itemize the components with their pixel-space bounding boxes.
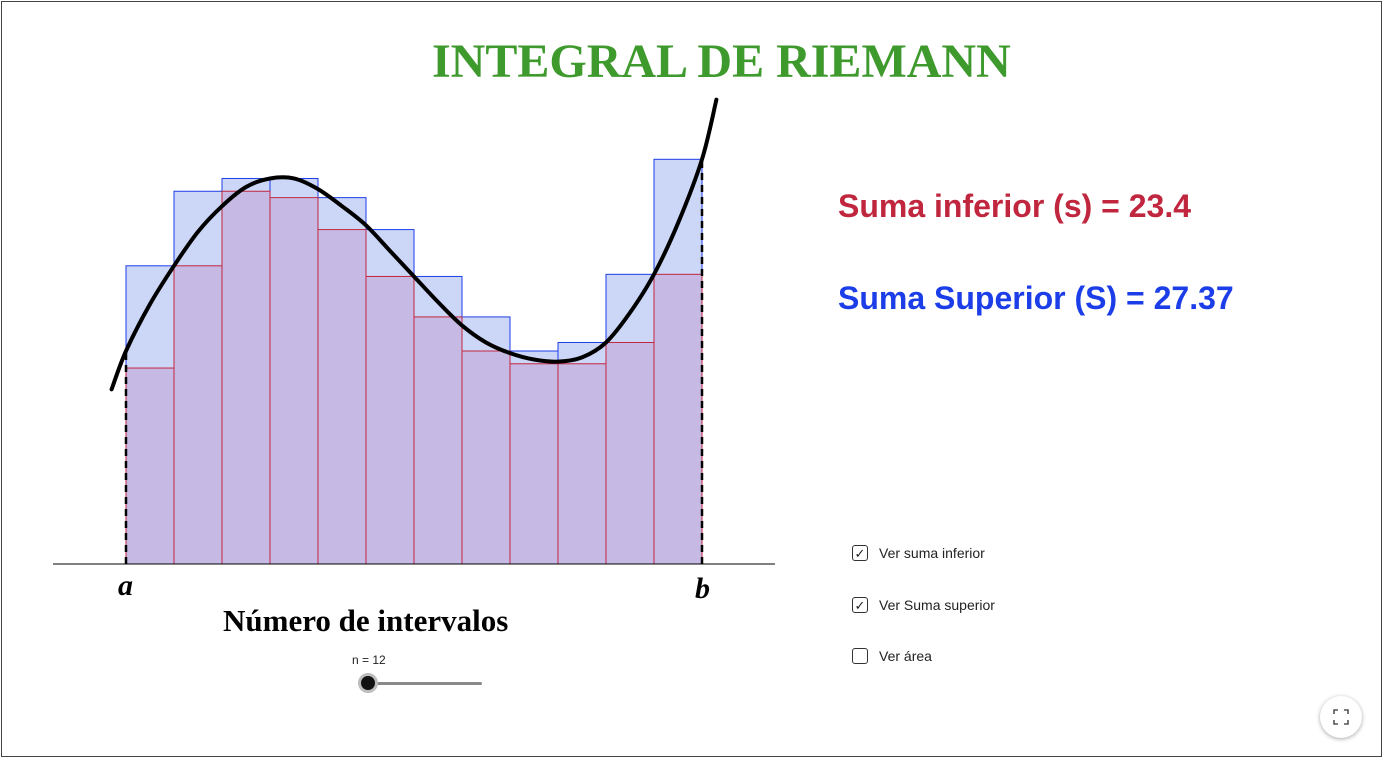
lower-bar-3 [269,197,319,565]
checkbox-lower-sum[interactable]: ✓ [852,545,868,561]
slider-title: Número de intervalos [223,603,509,638]
upper-bar-10 [605,273,655,565]
checkbox-row-area[interactable]: Ver área [852,648,932,664]
lower-bar-4 [317,229,367,565]
lower-bar-5 [365,275,415,565]
checkbox-label-area: Ver área [879,648,932,664]
checkbox-label-upper: Ver Suma superior [879,597,995,613]
lower-sum-bars [125,190,703,565]
upper-bar-2 [221,177,271,565]
slider-value: n = 12 [352,653,386,667]
upper-bar-5 [365,229,415,565]
function-curve [109,97,719,392]
label-a: a [118,569,133,602]
upper-bar-8 [509,350,559,565]
riemann-plot [53,97,775,565]
lower-bar-9 [557,363,607,565]
checkbox-row-upper[interactable]: ✓ Ver Suma superior [852,597,995,613]
upper-sum-bars [125,158,703,565]
label-b: b [695,572,710,605]
lower-bar-11 [653,273,703,565]
slider-track[interactable] [368,682,482,685]
lower-bar-7 [461,350,511,565]
lower-bar-0 [125,367,175,565]
fullscreen-icon [1333,709,1349,725]
lower-bar-6 [413,316,463,565]
check-icon: ✓ [854,597,866,613]
checkbox-upper-sum[interactable]: ✓ [852,597,868,613]
checkbox-area[interactable] [852,648,868,664]
lower-bar-2 [221,190,271,565]
upper-sum-text: Suma Superior (S) = 27.37 [838,280,1234,316]
checkbox-label-lower: Ver suma inferior [879,545,985,561]
lower-bar-8 [509,363,559,565]
lower-sum-text: Suma inferior (s) = 23.4 [838,188,1192,224]
page-title: INTEGRAL DE RIEMANN [432,35,1011,88]
lower-bar-1 [173,265,223,565]
lower-bar-10 [605,341,655,565]
fullscreen-button[interactable] [1320,696,1362,738]
checkbox-row-lower[interactable]: ✓ Ver suma inferior [852,545,985,561]
check-icon: ✓ [854,545,866,561]
slider-handle[interactable] [358,673,378,693]
upper-bar-0 [125,265,175,565]
